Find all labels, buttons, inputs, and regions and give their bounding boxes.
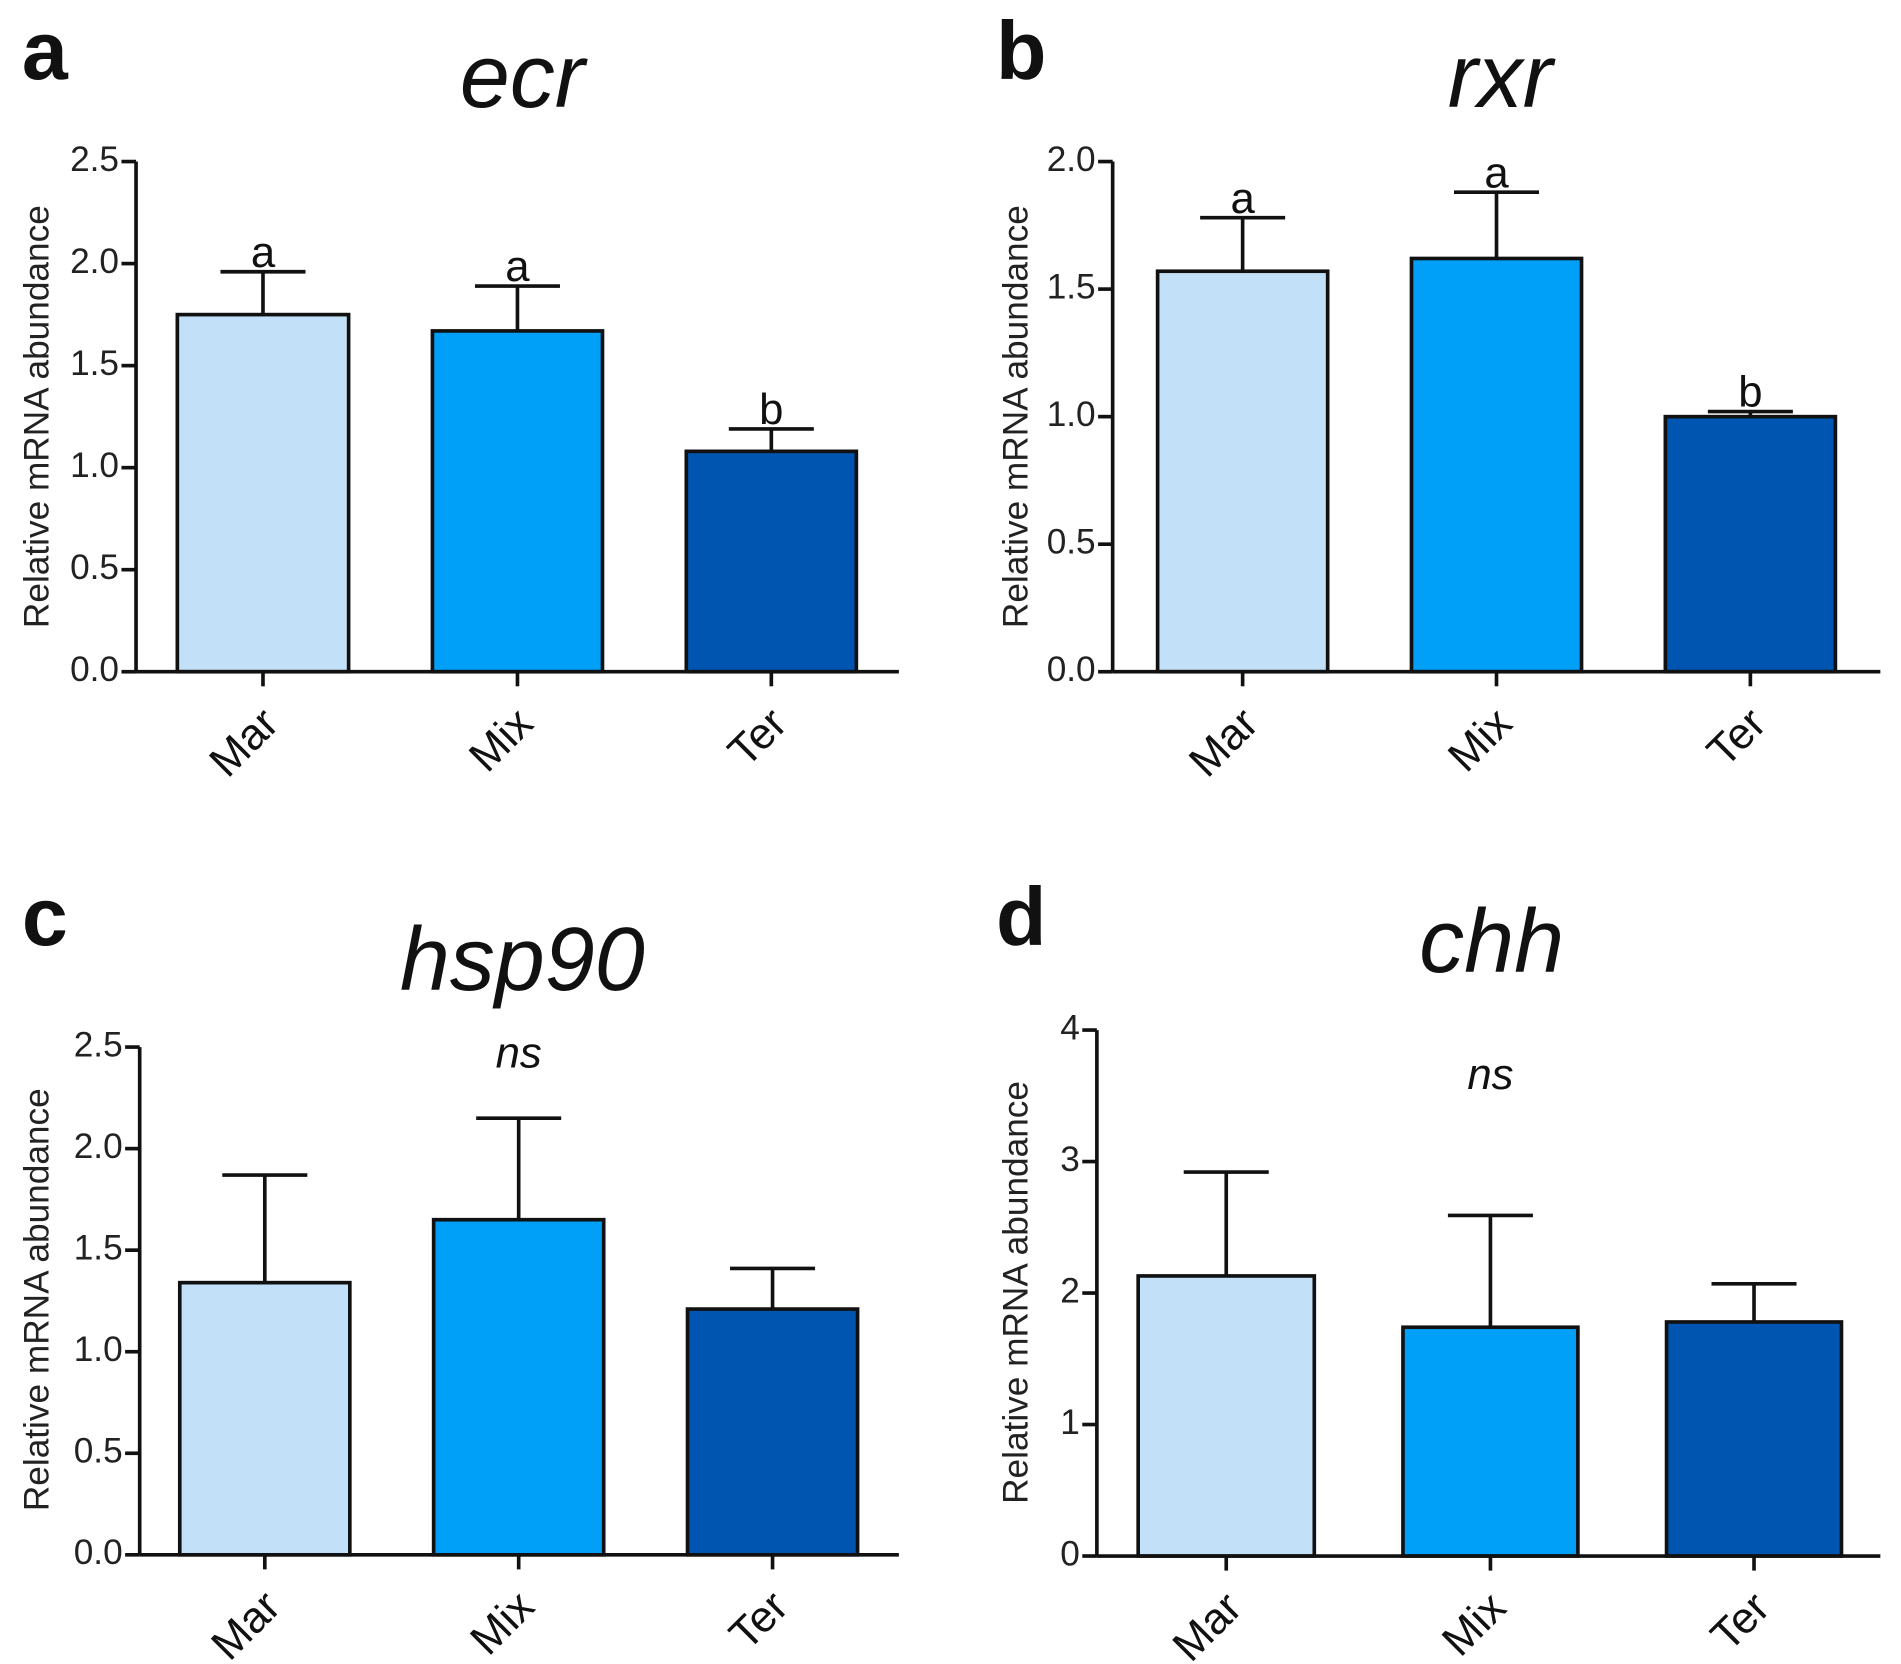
significance-label: a [1230, 174, 1255, 223]
bar-mix [431, 1217, 606, 1557]
x-tick-label: Ter [719, 698, 797, 776]
chart-title: hsp90 [400, 910, 645, 1010]
chart-panel-c: c hsp90 Relative mRNA abundance Mar Mix Ter ns… [18, 870, 899, 1664]
bar-mix [1409, 256, 1584, 674]
bar-ter [684, 449, 859, 674]
bar-mar [177, 1280, 352, 1557]
ns-annotation: ns [496, 1028, 542, 1077]
y-tick-label: 2.0 [70, 242, 119, 281]
bar-mix [1401, 1325, 1580, 1558]
bar-ter [685, 1307, 860, 1557]
bar-mar [175, 312, 351, 674]
y-tick-label: 1.5 [1047, 267, 1096, 306]
x-tick-label: Mix [1433, 1583, 1516, 1664]
ns-annotation: ns [1467, 1050, 1513, 1099]
significance-label: b [1738, 368, 1762, 417]
y-tick-label: 0.5 [74, 1432, 123, 1471]
y-tick-label: 0.5 [1047, 522, 1096, 561]
x-tick-label: Ter [1701, 1583, 1779, 1661]
y-tick-label: 1.0 [70, 446, 119, 485]
y-axis-label: Relative mRNA abundance [997, 205, 1036, 628]
bar-mix [430, 329, 605, 674]
y-tick-label: 0.5 [70, 548, 119, 587]
y-tick-label: 0.0 [70, 650, 119, 689]
chart-title: rxr [1448, 27, 1556, 127]
x-tick-label: Mar [1163, 1583, 1251, 1664]
x-tick-label: Mar [1180, 698, 1268, 786]
significance-label: a [505, 242, 530, 291]
y-tick-label: 2.5 [74, 1025, 123, 1064]
chart-title: chh [1419, 892, 1564, 992]
y-axis-label: Relative mRNA abundance [18, 1088, 57, 1511]
y-tick-label: 2 [1060, 1271, 1080, 1310]
chart-panel-a: a ecr Relative mRNA abundance a Mar a Mix b Ter 0… [18, 4, 899, 786]
panel-letter: b [996, 4, 1046, 97]
panel-letter: c [22, 870, 68, 963]
y-tick-label: 1.5 [74, 1228, 123, 1267]
significance-label: a [251, 228, 276, 277]
x-tick-label: Ter [1698, 698, 1776, 776]
bar-ter [1664, 1320, 1844, 1558]
y-axis-label: Relative mRNA abundance [997, 1081, 1036, 1504]
x-tick-label: Mix [460, 698, 543, 781]
y-tick-label: 1.0 [1047, 395, 1096, 434]
bar-mar [1136, 1274, 1317, 1558]
y-tick-label: 2.0 [74, 1127, 123, 1166]
y-tick-label: 0 [1060, 1534, 1080, 1573]
significance-label: b [759, 385, 783, 434]
chart-panel-d: d chh Relative mRNA abundance Mar Mix Ter ns 0 1… [996, 870, 1881, 1664]
y-tick-label: 3 [1060, 1140, 1080, 1179]
significance-label: a [1484, 148, 1509, 197]
y-tick-label: 4 [1060, 1008, 1080, 1047]
y-tick-label: 1.0 [74, 1330, 123, 1369]
x-tick-label: Mix [1439, 698, 1522, 781]
x-tick-label: Mix [461, 1581, 544, 1664]
y-tick-label: 2.5 [70, 140, 119, 179]
y-tick-label: 0.0 [74, 1533, 123, 1572]
bar-ter [1663, 414, 1838, 674]
chart-panel-b: b rxr Relative mRNA abundance a Mar a Mix b Ter 0… [996, 4, 1881, 786]
y-tick-label: 2.0 [1047, 140, 1096, 179]
y-tick-label: 1 [1060, 1403, 1080, 1442]
y-tick-label: 0.0 [1047, 650, 1096, 689]
x-tick-label: Mar [202, 1582, 290, 1664]
y-axis-label: Relative mRNA abundance [18, 205, 57, 628]
chart-title: ecr [460, 27, 588, 127]
x-tick-label: Mar [200, 698, 288, 786]
y-tick-label: 1.5 [70, 344, 119, 383]
bar-mar [1155, 269, 1330, 674]
panel-letter: d [996, 870, 1046, 963]
panel-letter: a [22, 4, 69, 97]
x-tick-label: Ter [720, 1582, 798, 1660]
